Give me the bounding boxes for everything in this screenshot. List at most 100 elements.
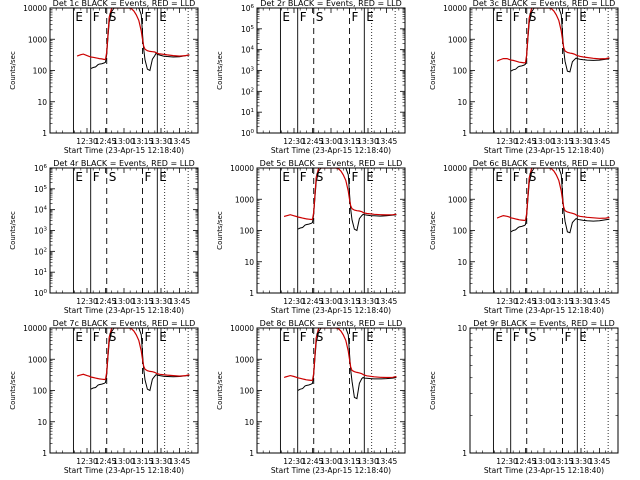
panel-title: Det 5c BLACK = Events, RED = LLD [260, 159, 403, 168]
y-tick-label: 100 [240, 227, 255, 236]
x-axis-label: Start Time (23-Apr-15 12:18:40) [484, 146, 604, 155]
y-tick-label: 1 [249, 289, 254, 298]
marker-letter: E [579, 10, 587, 24]
marker-letter: E [282, 10, 290, 24]
marker-letter: S [316, 10, 324, 24]
x-tick-label: 12:45 [515, 137, 537, 146]
y-tick-label: 1 [42, 449, 47, 458]
y-tick-label: 10000 [230, 164, 254, 173]
y-tick-label: 1 [462, 129, 467, 138]
x-tick-label: 13:00 [113, 457, 135, 466]
marker-letter: F [565, 10, 572, 24]
panel-title: Det 4r BLACK = Events, RED = LLD [53, 159, 195, 168]
x-tick-label: 12:45 [95, 297, 117, 306]
x-axis-label: Start Time (23-Apr-15 12:18:40) [64, 146, 184, 155]
marker-letter: E [159, 330, 167, 344]
marker-letter: E [75, 10, 83, 24]
marker-letter: F [93, 330, 100, 344]
y-axis-label: Counts/sec [216, 371, 224, 410]
marker-letter: F [352, 170, 359, 184]
marker-letter: F [513, 170, 520, 184]
y-tick-label: 10 [37, 418, 47, 427]
lld-series-line [283, 168, 397, 221]
x-tick-label: 12:30 [496, 457, 518, 466]
x-axis-label: Start Time (23-Apr-15 12:18:40) [271, 146, 391, 155]
y-tick-label: 100 [33, 387, 48, 396]
y-tick-label: 100 [240, 387, 255, 396]
x-tick-label: 12:30 [283, 137, 305, 146]
panel-title: Det 8c BLACK = Events, RED = LLD [260, 319, 403, 328]
y-tick-label: 1 [42, 129, 47, 138]
panel-title: Det 1c BLACK = Events, RED = LLD [53, 0, 196, 8]
y-tick-label: 100 [453, 67, 468, 76]
panel-title: Det 7c BLACK = Events, RED = LLD [53, 319, 196, 328]
events-series-line [510, 8, 610, 73]
x-tick-label: 13:30 [570, 297, 592, 306]
x-tick-label: 13:30 [570, 137, 592, 146]
y-tick-label: 103 [241, 67, 255, 76]
marker-letter: E [75, 170, 83, 184]
x-tick-label: 12:45 [302, 137, 324, 146]
marker-letter: F [93, 10, 100, 24]
detector-panel: Det 7c BLACK = Events, RED = LLD Start Ti… [9, 319, 199, 475]
x-axis-label: Start Time (23-Apr-15 12:18:40) [64, 306, 184, 315]
plot-frame [49, 7, 199, 134]
y-tick-label: 10 [37, 98, 47, 107]
y-tick-label: 104 [241, 46, 255, 55]
y-tick-label: 102 [241, 87, 254, 96]
x-tick-label: 12:45 [515, 457, 537, 466]
y-tick-label: 10000 [443, 164, 467, 173]
plot-frame [256, 167, 406, 294]
x-tick-label: 13:45 [376, 137, 398, 146]
y-tick-label: 100 [241, 129, 255, 138]
events-series-line [297, 328, 397, 400]
marker-letter: E [579, 170, 587, 184]
marker-letter: S [529, 330, 537, 344]
x-tick-label: 13:30 [150, 137, 172, 146]
y-axis-label: Counts/sec [9, 211, 17, 250]
marker-letter: F [145, 170, 152, 184]
y-tick-label: 10 [457, 258, 467, 267]
y-tick-label: 105 [241, 25, 255, 34]
y-tick-label: 102 [34, 247, 47, 256]
y-tick-label: 1000 [28, 35, 47, 44]
y-tick-label: 101 [34, 268, 47, 277]
marker-letter: E [579, 330, 587, 344]
y-tick-label: 1000 [28, 355, 47, 364]
x-tick-label: 13:15 [339, 137, 361, 146]
marker-letter: E [282, 330, 290, 344]
marker-letter: E [159, 170, 167, 184]
panel-title: Det 2r BLACK = Events, RED = LLD [260, 0, 402, 8]
y-tick-label: 1000 [235, 355, 254, 364]
x-tick-label: 12:45 [515, 297, 537, 306]
detector-panel: Det 4r BLACK = Events, RED = LLD Start Ti… [9, 159, 199, 315]
marker-letter: E [495, 170, 503, 184]
x-tick-label: 12:30 [76, 457, 98, 466]
x-tick-label: 13:45 [169, 297, 191, 306]
detector-panel: Det 6c BLACK = Events, RED = LLD Start Ti… [429, 159, 619, 315]
marker-letter: F [513, 10, 520, 24]
marker-letter: F [300, 170, 307, 184]
x-tick-label: 13:15 [552, 297, 574, 306]
detector-panel: Det 8c BLACK = Events, RED = LLD Start Ti… [216, 319, 406, 475]
x-tick-label: 13:00 [533, 297, 555, 306]
plot-frame [469, 327, 619, 454]
x-tick-label: 13:15 [339, 297, 361, 306]
x-tick-label: 12:30 [283, 297, 305, 306]
x-tick-label: 13:00 [320, 297, 342, 306]
x-tick-label: 13:15 [132, 457, 154, 466]
y-tick-label: 10000 [443, 4, 467, 13]
marker-letter: E [159, 10, 167, 24]
marker-letter: F [352, 10, 359, 24]
marker-letter: E [282, 170, 290, 184]
detector-panel: Det 5c BLACK = Events, RED = LLD Start Ti… [216, 159, 406, 315]
plot-frame [49, 327, 199, 454]
x-tick-label: 13:45 [169, 137, 191, 146]
y-tick-label: 1 [462, 449, 467, 458]
marker-letter: E [495, 10, 503, 24]
marker-letter: S [529, 10, 537, 24]
y-tick-label: 1000 [448, 195, 467, 204]
marker-letter: E [366, 10, 374, 24]
x-tick-label: 13:00 [533, 137, 555, 146]
